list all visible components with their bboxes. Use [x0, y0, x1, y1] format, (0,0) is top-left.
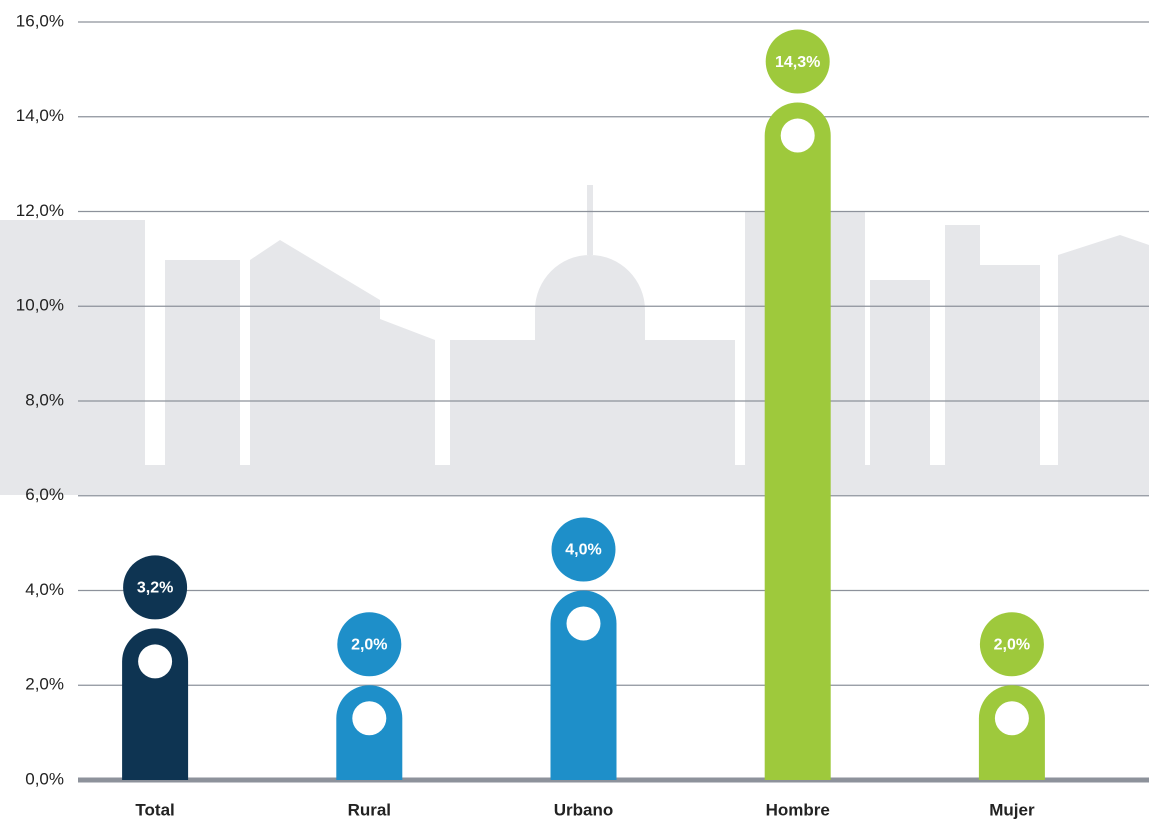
- x-tick-label: Total: [135, 800, 174, 819]
- value-badge: [551, 517, 616, 582]
- bar: [550, 590, 617, 780]
- y-tick-label: 0,0%: [25, 769, 64, 788]
- value-label: 2,0%: [994, 636, 1030, 653]
- skyline-background: [0, 185, 1149, 495]
- value-badge: [765, 29, 830, 94]
- bar-dot: [994, 701, 1029, 736]
- bar-dot: [138, 644, 173, 679]
- y-tick-label: 16,0%: [16, 11, 64, 30]
- y-tick-label: 12,0%: [16, 201, 64, 220]
- value-badge: [979, 612, 1044, 677]
- bar-dot: [780, 118, 815, 153]
- value-badge: [337, 612, 402, 677]
- x-tick-label: Mujer: [989, 800, 1035, 819]
- y-tick-label: 4,0%: [25, 580, 64, 599]
- bar: [764, 102, 831, 780]
- y-tick-label: 2,0%: [25, 675, 64, 694]
- bar: [122, 628, 189, 780]
- bar-dot: [352, 701, 387, 736]
- x-tick-label: Urbano: [554, 800, 614, 819]
- bar-dot: [566, 606, 601, 641]
- y-tick-label: 6,0%: [25, 485, 64, 504]
- x-tick-label: Hombre: [766, 800, 830, 819]
- value-label: 4,0%: [565, 542, 601, 559]
- value-label: 14,3%: [775, 54, 820, 71]
- y-tick-label: 10,0%: [16, 296, 64, 315]
- value-badge: [123, 555, 188, 620]
- value-label: 2,0%: [351, 636, 387, 653]
- y-tick-label: 8,0%: [25, 390, 64, 409]
- x-tick-label: Rural: [348, 800, 391, 819]
- y-tick-label: 14,0%: [16, 106, 64, 125]
- value-label: 3,2%: [137, 580, 173, 597]
